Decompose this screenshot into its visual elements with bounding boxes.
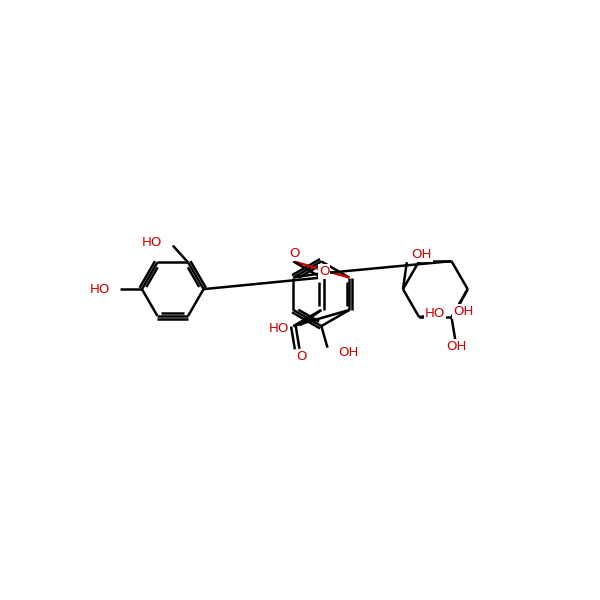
Text: HO: HO: [425, 307, 445, 320]
Text: OH: OH: [453, 305, 473, 318]
Text: HO: HO: [269, 322, 289, 335]
Text: O: O: [290, 247, 300, 260]
Text: O: O: [319, 265, 329, 278]
Text: OH: OH: [446, 340, 467, 353]
Text: HO: HO: [90, 283, 110, 296]
Text: OH: OH: [412, 248, 432, 261]
Text: HO: HO: [142, 236, 162, 249]
Text: OH: OH: [338, 346, 359, 359]
Text: O: O: [412, 247, 423, 260]
Text: O: O: [296, 350, 307, 364]
